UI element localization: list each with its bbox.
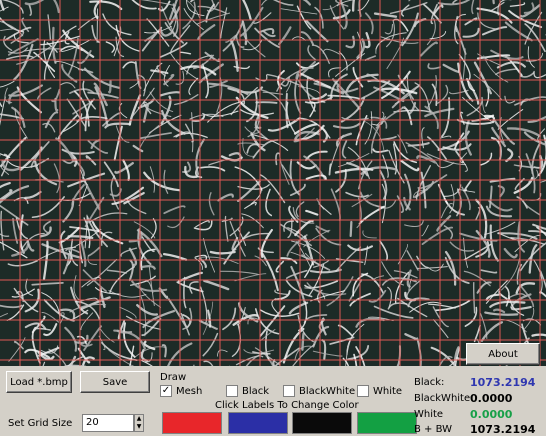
stat-label: BlackWhite	[414, 393, 470, 404]
stat-value: 0.0000	[470, 392, 512, 405]
checkbox[interactable]: BlackWhite	[283, 385, 355, 397]
spinner[interactable]: ▲▼	[134, 414, 144, 432]
checkbox-box	[226, 385, 238, 397]
checkbox-label: White	[373, 386, 402, 397]
white-color-swatch[interactable]	[292, 412, 352, 434]
checkbox[interactable]: ✓ Mesh	[160, 385, 202, 397]
stat-label: Black:	[414, 377, 444, 388]
load-button[interactable]: Load *.bmp	[6, 371, 72, 393]
app-window: About Load *.bmp Save Set Grid Size 20 ▲…	[0, 0, 546, 435]
fiber	[302, 334, 303, 350]
checkbox-label: BlackWhite	[299, 386, 355, 397]
black-color-swatch[interactable]	[162, 412, 222, 434]
checkbox-label: Black	[242, 386, 269, 397]
grid-size-input[interactable]: 20	[82, 414, 134, 432]
image-view	[0, 0, 546, 366]
checkbox-box	[357, 385, 369, 397]
stat-label: White	[414, 409, 443, 420]
fiber	[109, 81, 110, 92]
checkbox-label: Mesh	[176, 386, 202, 397]
grid-size-label: Set Grid Size	[8, 418, 72, 429]
draw-group-title: Draw	[160, 372, 186, 383]
mesh-color-swatch[interactable]	[357, 412, 417, 434]
save-button[interactable]: Save	[80, 371, 150, 393]
checkbox[interactable]: White	[357, 385, 402, 397]
stat-value: 1073.2194	[470, 376, 535, 389]
checkbox[interactable]: Black	[226, 385, 269, 397]
stat-value: 0.0000	[470, 408, 512, 421]
about-button[interactable]: About	[466, 343, 540, 365]
fiber	[256, 102, 276, 103]
checkbox-box	[283, 385, 295, 397]
fiber	[351, 222, 352, 236]
checkbox-box: ✓	[160, 385, 172, 397]
blackwhite-color-swatch[interactable]	[228, 412, 288, 434]
stat-value: 1073.2194	[470, 423, 535, 436]
hint: Click Labels To Change Color	[215, 400, 359, 411]
stat-label: B + BW	[414, 424, 452, 435]
